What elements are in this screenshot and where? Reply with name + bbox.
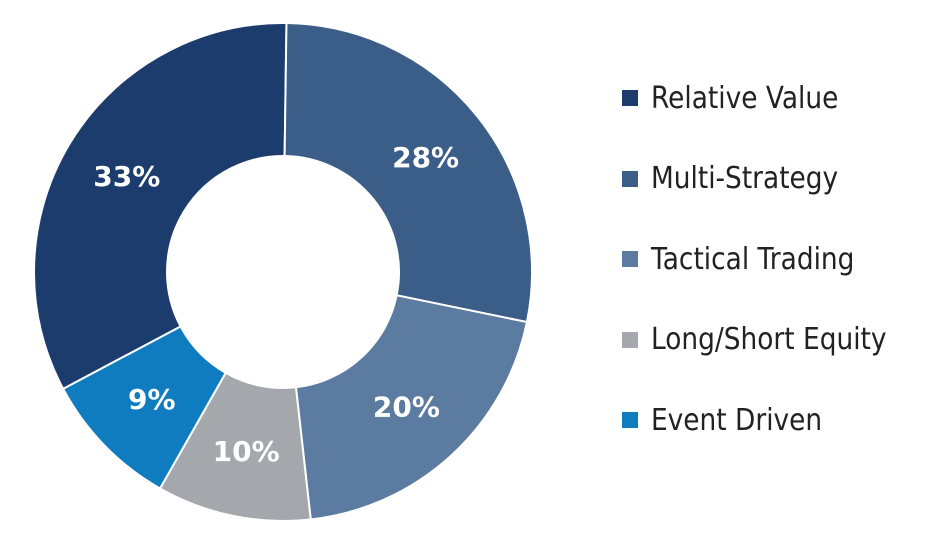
legend-swatch-event-driven bbox=[622, 412, 638, 428]
slice-tactical-trading bbox=[294, 294, 529, 521]
value-label-long-short-equity: 10% bbox=[213, 435, 280, 468]
legend-swatch-long-short-equity bbox=[622, 331, 638, 348]
legend-label-relative-value: Relative Value bbox=[651, 80, 839, 116]
value-label-event-driven: 9% bbox=[128, 383, 176, 416]
value-label-relative-value: 33% bbox=[93, 160, 160, 193]
legend-label-multi-strategy: Multi-Strategy bbox=[651, 161, 839, 196]
legend-item-relative-value: Relative Value bbox=[622, 78, 919, 118]
legend-item-long-short-equity: Long/Short Equity bbox=[622, 320, 919, 360]
value-label-tactical-trading: 20% bbox=[373, 391, 440, 424]
legend-label-long-short-equity: Long/Short Equity bbox=[651, 322, 887, 357]
legend-label-event-driven: Event Driven bbox=[651, 402, 823, 438]
legend-swatch-relative-value bbox=[622, 90, 638, 106]
legend-item-tactical-trading: Tactical Trading bbox=[622, 239, 919, 279]
legend-label-tactical-trading: Tactical Trading bbox=[651, 241, 855, 277]
legend-swatch-tactical-trading bbox=[622, 251, 638, 267]
slice-multi-strategy bbox=[283, 22, 533, 324]
donut-value-labels: 33% 28% 20% 10% 9% bbox=[93, 141, 459, 468]
chart-legend: Relative Value Multi-Strategy Tactical T… bbox=[622, 78, 919, 481]
legend-swatch-multi-strategy bbox=[622, 170, 638, 187]
value-label-multi-strategy: 28% bbox=[392, 141, 459, 174]
legend-item-multi-strategy: Multi-Strategy bbox=[622, 159, 919, 199]
slice-relative-value bbox=[33, 22, 288, 391]
donut-slices bbox=[33, 22, 533, 522]
legend-item-event-driven: Event Driven bbox=[622, 400, 919, 440]
slice-event-driven bbox=[61, 325, 228, 490]
